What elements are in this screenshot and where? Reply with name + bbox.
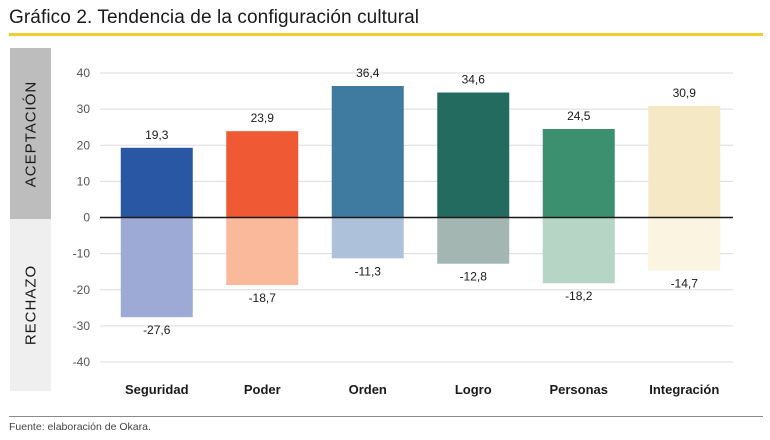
chart-title: Gráfico 2. Tendencia de la configuración…: [9, 7, 420, 28]
data-label-rejection: -14,7: [671, 277, 699, 291]
footer-divider: [9, 416, 763, 417]
y-tick-label: 20: [77, 138, 91, 152]
data-label-rejection: -11,3: [355, 264, 382, 278]
x-category-label: Seguridad: [125, 382, 189, 397]
bar-rejection: [648, 217, 721, 271]
y-tick-label: -30: [73, 319, 91, 333]
bar-rejection: [542, 217, 615, 284]
data-label-acceptance: 34,6: [462, 73, 486, 87]
source-note: Fuente: elaboración de Okara.: [9, 421, 151, 433]
data-label-acceptance: 23,9: [251, 111, 275, 125]
x-category-label: Personas: [549, 382, 608, 397]
data-label-rejection: -18,2: [565, 289, 593, 303]
y-tick-label: -10: [73, 247, 91, 261]
x-category-label: Poder: [244, 382, 281, 397]
data-label-acceptance: 19,3: [145, 128, 169, 142]
bar-rejection: [226, 217, 299, 286]
y-tick-label: 0: [83, 211, 90, 225]
data-label-acceptance: 30,9: [673, 86, 697, 100]
bar-acceptance: [331, 86, 404, 218]
bar-acceptance: [648, 105, 721, 218]
y-tick-label: -40: [73, 355, 91, 369]
y-tick-label: -20: [73, 283, 91, 297]
rejection-band: RECHAZO: [10, 219, 51, 391]
acceptance-band: ACEPTACIÓN: [10, 48, 51, 219]
x-category-label: Orden: [349, 382, 387, 397]
data-label-rejection: -12,8: [460, 270, 488, 284]
bar-rejection: [331, 217, 404, 259]
data-label-acceptance: 24,5: [567, 109, 591, 123]
x-category-label: Logro: [455, 382, 492, 397]
bar-acceptance: [542, 128, 615, 218]
title-underline: [9, 33, 763, 36]
bar-rejection: [120, 217, 193, 318]
data-label-rejection: -27,6: [143, 323, 171, 337]
data-label-acceptance: 36,4: [356, 66, 380, 80]
bar-acceptance: [437, 92, 510, 218]
bar-acceptance: [226, 131, 299, 218]
bar-acceptance: [120, 147, 193, 218]
y-tick-label: 10: [77, 174, 91, 188]
data-label-rejection: -18,7: [249, 291, 277, 305]
bar-rejection: [437, 217, 510, 264]
y-tick-label: 30: [77, 102, 91, 116]
x-category-label: Integración: [649, 382, 719, 397]
y-tick-label: 40: [77, 66, 91, 80]
